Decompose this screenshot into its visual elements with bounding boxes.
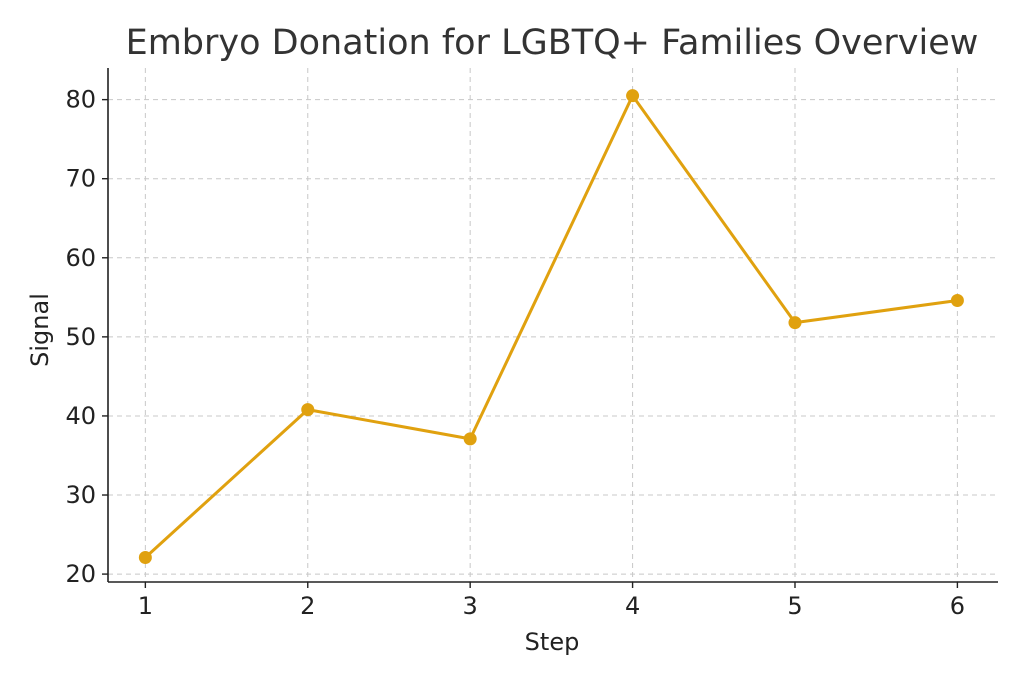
y-tick-label: 60 — [65, 244, 96, 272]
chart-title: Embryo Donation for LGBTQ+ Families Over… — [126, 23, 979, 63]
y-axis-label: Signal — [26, 293, 54, 367]
data-point — [464, 432, 477, 445]
data-point — [951, 294, 964, 307]
y-tick-label: 50 — [65, 323, 96, 351]
x-tick-label: 4 — [625, 592, 640, 620]
axes — [102, 68, 998, 588]
x-tick-label: 2 — [300, 592, 315, 620]
data-point — [788, 316, 801, 329]
series-layer — [139, 89, 964, 564]
y-tick-label: 80 — [65, 86, 96, 114]
y-tick-label: 20 — [65, 560, 96, 588]
y-tick-label: 30 — [65, 481, 96, 509]
y-tick-label: 40 — [65, 402, 96, 430]
data-point — [301, 403, 314, 416]
tick-labels: 1 2 3 4 5 6 20 30 40 50 60 70 80 — [65, 86, 965, 620]
series-line — [145, 96, 957, 558]
x-tick-label: 6 — [950, 592, 965, 620]
data-point — [139, 551, 152, 564]
x-tick-label: 1 — [138, 592, 153, 620]
x-tick-label: 3 — [463, 592, 478, 620]
x-axis-label: Step — [525, 628, 580, 656]
y-tick-label: 70 — [65, 165, 96, 193]
data-point — [626, 89, 639, 102]
x-tick-label: 5 — [787, 592, 802, 620]
grid — [108, 68, 998, 582]
